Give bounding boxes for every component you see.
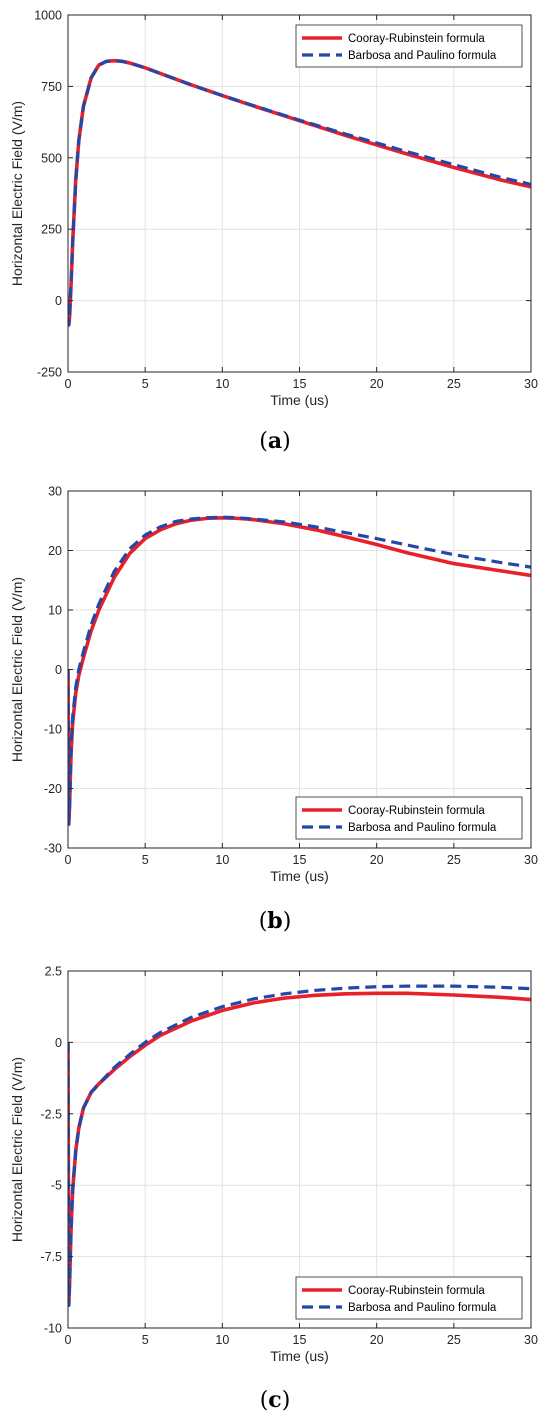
chart-panel-c: 0 5 10 15 20 25 30 -10 -7.5 -5 -2.5 0 2.5 Time (us) Ho… [0, 956, 550, 1376]
x-tick-label: 15 [293, 1333, 307, 1347]
legend-label-cooray: Cooray-Rubinstein formula [348, 1285, 485, 1297]
y-tick-label: 0 [55, 663, 62, 677]
x-tick-label: 30 [524, 377, 538, 391]
x-tick-label: 20 [370, 377, 384, 391]
x-tick-label: 0 [65, 853, 72, 867]
x-tick-label: 30 [524, 1333, 538, 1347]
caption-b-label: b [267, 908, 283, 934]
y-tick-label: -20 [44, 782, 62, 796]
y-tick-label: 0 [55, 294, 62, 308]
x-axis-label: Time (us) [270, 392, 329, 408]
y-tick-label: 250 [41, 223, 62, 237]
caption-c-label: c [268, 1387, 282, 1413]
caption-b: (b) [258, 908, 292, 934]
x-tick-label: 10 [215, 1333, 229, 1347]
y-tick-label: 1000 [34, 9, 62, 23]
y-tick-label: -10 [44, 1322, 62, 1336]
x-tick-label: 5 [142, 377, 149, 391]
y-axis-label: Horizontal Electric Field (V/m) [9, 101, 25, 286]
barbosa-series-line [68, 984, 531, 1307]
x-tick-label: 30 [524, 853, 538, 867]
legend-label-barbosa: Barbosa and Paulino formula [348, 822, 497, 834]
y-tick-label: 750 [41, 80, 62, 94]
x-tick-label: 25 [447, 377, 461, 391]
chart-b-svg: 0 5 10 15 20 25 30 -30 -20 -10 0 10 20 30 Time (us) Hor… [9, 485, 538, 885]
x-axis-label: Time (us) [270, 1348, 329, 1364]
legend-label-cooray: Cooray-Rubinstein formula [348, 33, 485, 45]
barbosa-series-line [68, 59, 531, 327]
legend-box [295, 24, 523, 68]
chart-c-svg: 0 5 10 15 20 25 30 -10 -7.5 -5 -2.5 0 2.5 Time (us) Ho… [9, 965, 538, 1365]
legend-label-barbosa: Barbosa and Paulino formula [348, 50, 497, 62]
caption-c: (c) [259, 1387, 291, 1413]
y-tick-label: 20 [48, 544, 62, 558]
legend-label-barbosa: Barbosa and Paulino formula [348, 1302, 497, 1314]
x-tick-label: 10 [215, 377, 229, 391]
caption-a-label: a [267, 428, 283, 454]
y-tick-label: -10 [44, 723, 62, 737]
x-tick-label: 25 [447, 1333, 461, 1347]
y-tick-label: -30 [44, 842, 62, 856]
chart-panel-b: 0 5 10 15 20 25 30 -30 -20 -10 0 10 20 30 Time (us) Hor… [0, 476, 550, 896]
barbosa-series-line [68, 515, 531, 826]
y-tick-label: -7.5 [40, 1250, 62, 1264]
x-tick-label: 20 [370, 853, 384, 867]
legend-box [295, 1276, 523, 1320]
y-tick-label: 500 [41, 151, 62, 165]
y-tick-label: 30 [48, 485, 62, 499]
x-tick-label: 25 [447, 853, 461, 867]
y-tick-label: -250 [37, 366, 62, 380]
legend-box [295, 796, 523, 840]
x-tick-label: 20 [370, 1333, 384, 1347]
x-axis-label: Time (us) [270, 868, 329, 884]
y-tick-label: -5 [51, 1179, 62, 1193]
y-tick-label: -2.5 [40, 1107, 62, 1121]
y-tick-label: 10 [48, 604, 62, 618]
y-tick-label: 2.5 [45, 965, 62, 979]
x-tick-label: 10 [215, 853, 229, 867]
legend-label-cooray: Cooray-Rubinstein formula [348, 805, 485, 817]
y-axis-label: Horizontal Electric Field (V/m) [9, 1057, 25, 1242]
cooray-series-line [68, 515, 531, 826]
x-tick-label: 5 [142, 1333, 149, 1347]
x-tick-label: 5 [142, 853, 149, 867]
y-axis-label: Horizontal Electric Field (V/m) [9, 577, 25, 762]
x-tick-label: 0 [65, 1333, 72, 1347]
x-tick-label: 15 [293, 853, 307, 867]
x-tick-label: 0 [65, 377, 72, 391]
y-tick-label: 0 [55, 1036, 62, 1050]
caption-a: (a) [259, 428, 291, 454]
x-tick-label: 15 [293, 377, 307, 391]
chart-panel-a: 0 5 10 15 20 25 30 -250 0 250 500 750 1000 Time (us) H… [0, 0, 550, 420]
